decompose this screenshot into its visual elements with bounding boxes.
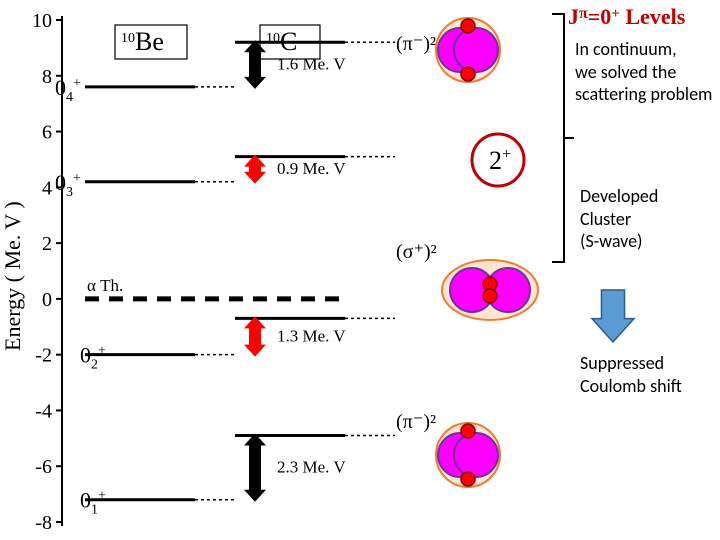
svg-text:(π⁻)²: (π⁻)² xyxy=(396,33,436,55)
svg-text:Energy ( Me. V ): Energy ( Me. V ) xyxy=(0,201,25,351)
svg-text:6: 6 xyxy=(42,122,52,144)
svg-text:01+: 01+ xyxy=(80,488,106,518)
svg-text:(π⁻)²: (π⁻)² xyxy=(396,411,436,433)
svg-text:10: 10 xyxy=(32,10,52,32)
svg-text:8: 8 xyxy=(42,66,52,88)
svg-text:-2: -2 xyxy=(35,345,52,367)
svg-text:2: 2 xyxy=(42,233,52,255)
caption-coulomb: SuppressedCoulomb shift xyxy=(580,352,720,397)
svg-text:4: 4 xyxy=(42,177,52,199)
svg-text:02+: 02+ xyxy=(80,343,106,373)
svg-text:-8: -8 xyxy=(35,512,52,534)
svg-text:0: 0 xyxy=(42,289,52,311)
title: Jπ=0+ Levels xyxy=(568,4,685,30)
svg-text:03+: 03+ xyxy=(55,170,81,200)
svg-text:0.9 Me. V: 0.9 Me. V xyxy=(277,159,346,178)
svg-text:04+: 04+ xyxy=(55,75,81,105)
svg-text:-6: -6 xyxy=(35,456,52,478)
svg-text:2.3 Me. V: 2.3 Me. V xyxy=(277,458,346,477)
caption-continuum: In continuum,we solved thescattering pro… xyxy=(575,38,720,106)
svg-text:α Th.: α Th. xyxy=(87,276,123,295)
svg-text:1.6 Me. V: 1.6 Me. V xyxy=(277,55,346,74)
svg-text:(σ⁺)²: (σ⁺)² xyxy=(396,241,437,263)
caption-cluster: DevelopedCluster(S-wave) xyxy=(580,185,720,253)
svg-text:1.3 Me. V: 1.3 Me. V xyxy=(277,327,346,346)
svg-text:-4: -4 xyxy=(35,400,52,422)
